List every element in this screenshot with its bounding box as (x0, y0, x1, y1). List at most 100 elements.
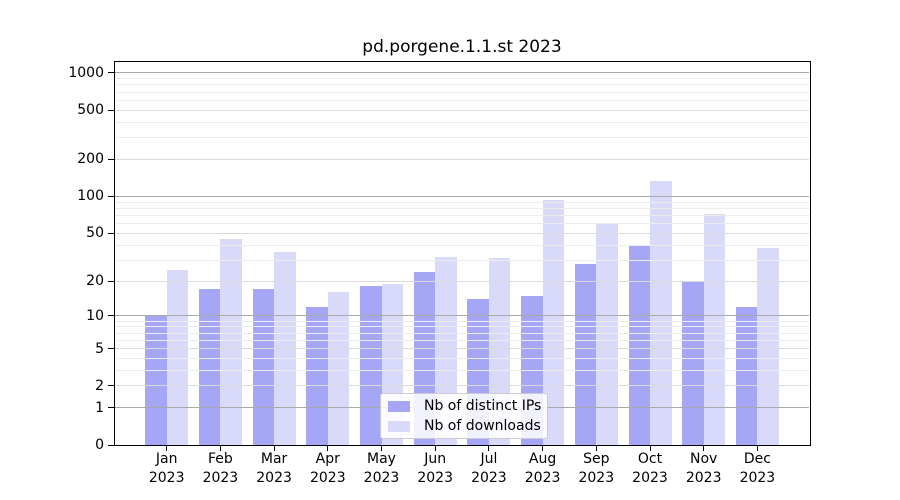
gridline-60 (115, 223, 809, 225)
x-tick-month-oct: Oct (637, 451, 663, 467)
x-tick-aug (542, 446, 544, 451)
x-tick-year-sep: 2023 (578, 470, 615, 486)
x-tick-oct (649, 446, 651, 451)
x-tick-year-feb: 2023 (202, 470, 239, 486)
y-tick-1 (108, 407, 114, 409)
bar-nb-of-downloads-feb (220, 238, 242, 445)
x-tick-may (381, 446, 382, 451)
y-tick-label-2: 2 (95, 377, 104, 394)
bar-nb-of-distinct-ips-feb (198, 289, 221, 445)
x-tick-year-aug: 2023 (524, 470, 561, 486)
y-tick-5 (108, 348, 114, 349)
y-tick-label-20: 20 (86, 273, 104, 290)
gridline-40 (115, 244, 809, 246)
bar-nb-of-distinct-ips-nov (682, 281, 704, 445)
gridline-400 (115, 121, 809, 123)
bar-nb-of-downloads-apr (327, 292, 350, 445)
y-tick-10 (108, 315, 114, 317)
y-tick-label-200: 200 (77, 151, 104, 168)
x-tick-label-jan: Jan 2023 (135, 450, 199, 488)
y-tick-label-100: 100 (77, 188, 104, 205)
gridline-300 (115, 137, 809, 139)
gridline-80 (115, 207, 809, 209)
x-tick-label-oct: Oct 2023 (618, 450, 682, 488)
bar-nb-of-distinct-ips-jan (145, 315, 167, 445)
y-tick-0 (108, 444, 114, 446)
gridline-70 (115, 214, 809, 216)
gridline-4 (115, 357, 809, 359)
y-tick-label-0: 0 (95, 437, 104, 453)
x-tick-year-dec: 2023 (739, 470, 776, 486)
x-tick-month-apr: Apr (315, 451, 340, 467)
x-tick-dec (756, 446, 758, 451)
y-tick-label-500: 500 (77, 102, 104, 119)
gridline-90 (115, 201, 809, 203)
x-tick-label-nov: Nov 2023 (672, 450, 736, 488)
bar-nb-of-distinct-ips-may (360, 286, 382, 445)
x-tick-label-jun: Jun 2023 (403, 450, 467, 488)
gridline-6 (115, 339, 809, 341)
y-tick-500 (108, 109, 114, 111)
x-tick-month-nov: Nov (690, 451, 718, 467)
x-tick-year-jan: 2023 (148, 470, 185, 486)
y-tick-20 (108, 280, 114, 282)
x-tick-label-feb: Feb 2023 (188, 450, 252, 488)
legend-label-distinct-ips: Nb of distinct IPs (424, 398, 542, 414)
x-tick-month-feb: Feb (207, 451, 233, 467)
gridline-200 (115, 158, 809, 160)
x-tick-label-sep: Sep 2023 (564, 450, 628, 488)
gridline-20 (115, 280, 809, 282)
y-tick-100 (108, 195, 114, 197)
x-tick-feb (219, 446, 221, 451)
x-tick-jun (434, 446, 436, 451)
x-tick-label-jul: Jul 2023 (457, 450, 521, 488)
gridline-9 (115, 320, 809, 322)
gridline-500 (115, 109, 809, 111)
x-tick-year-jun: 2023 (417, 470, 453, 486)
x-tick-mar (273, 446, 275, 451)
y-tick-label-1000: 1000 (68, 64, 104, 81)
x-tick-label-dec: Dec 2023 (725, 450, 789, 488)
y-tick-50 (108, 232, 114, 234)
gridline-8 (115, 326, 809, 328)
bar-nb-of-downloads-dec (757, 247, 779, 445)
y-tick-200 (108, 158, 114, 160)
bar-nb-of-distinct-ips-apr (306, 306, 328, 445)
x-tick-month-may: May (367, 451, 396, 467)
x-tick-year-apr: 2023 (309, 470, 346, 486)
x-tick-label-aug: Aug 2023 (511, 450, 575, 488)
x-tick-month-jan: Jan (155, 451, 178, 467)
x-tick-label-mar: Mar 2023 (242, 450, 306, 488)
x-tick-jan (166, 446, 168, 451)
legend: Nb of distinct IPs Nb of downloads (380, 393, 548, 439)
chart-title: pd.porgene.1.1.st 2023 (362, 37, 562, 57)
legend-label-downloads: Nb of downloads (424, 418, 541, 434)
x-tick-month-mar: Mar (260, 451, 288, 467)
legend-row-distinct-ips: Nb of distinct IPs (381, 396, 547, 416)
x-tick-year-jul: 2023 (471, 470, 507, 486)
gridline-30 (115, 259, 809, 261)
legend-row-downloads: Nb of downloads (381, 416, 547, 436)
x-tick-apr (327, 446, 329, 451)
bar-nb-of-downloads-nov (703, 213, 726, 445)
gridline-7 (115, 332, 809, 334)
x-tick-sep (595, 446, 597, 451)
y-tick-1000 (108, 72, 114, 74)
x-tick-month-jul: Jul (480, 451, 498, 467)
x-tick-year-oct: 2023 (632, 470, 668, 486)
gridline-600 (115, 99, 809, 101)
gridline-900 (115, 78, 809, 80)
x-tick-label-apr: Apr 2023 (296, 450, 360, 488)
gridline-3 (115, 369, 809, 371)
gridline-800 (115, 84, 809, 86)
gridline-700 (115, 91, 809, 93)
bar-nb-of-downloads-oct (650, 180, 672, 445)
x-tick-label-may: May 2023 (350, 450, 414, 488)
y-tick-label-10: 10 (86, 307, 104, 324)
bar-nb-of-downloads-jan (166, 269, 189, 445)
bar-nb-of-downloads-sep (596, 222, 618, 445)
legend-swatch-downloads (388, 421, 410, 432)
x-tick-nov (703, 446, 705, 451)
bar-nb-of-downloads-aug (542, 200, 565, 445)
